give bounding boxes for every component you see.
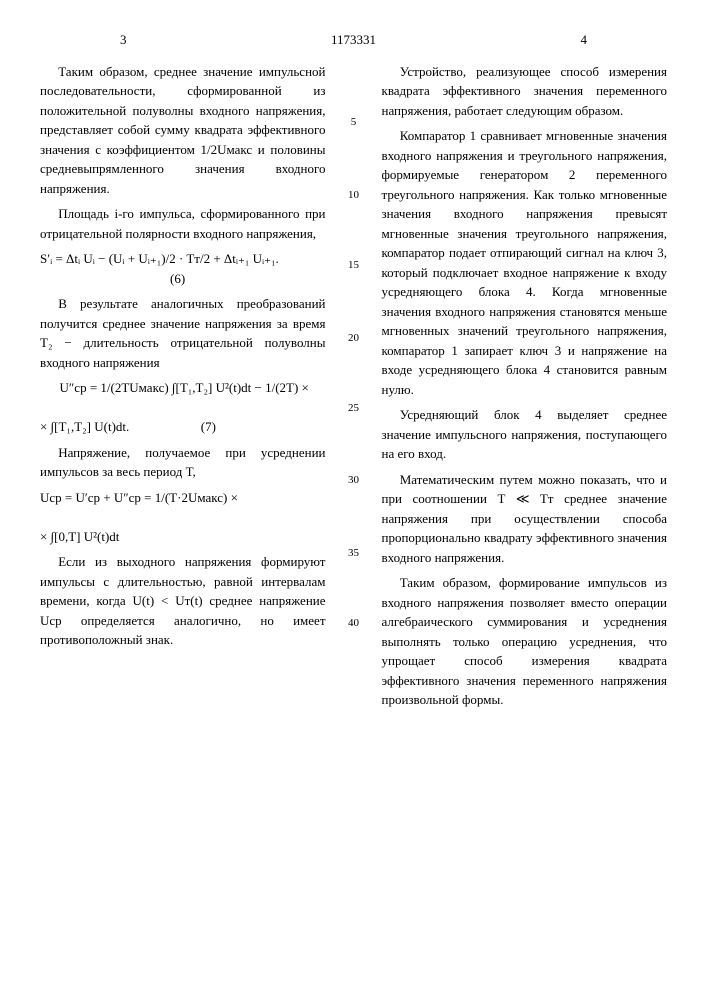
left-column: Таким образом, среднее значение импульсн… <box>40 62 326 716</box>
line-number: 15 <box>348 257 359 274</box>
equation-8: Uср = U′ср + U″ср = 1/(T·2Uмакс) × × ∫[0… <box>40 488 326 547</box>
equation-6: S′ᵢ = Δtᵢ Uᵢ − (Uᵢ + Uᵢ₊₁)/2 · Tт/2 + Δt… <box>40 249 326 288</box>
paragraph: Устройство, реализующее способ измерения… <box>382 62 668 121</box>
paragraph: Усредняющий блок 4 выделяет среднее знач… <box>382 405 668 464</box>
paragraph: Таким образом, формирование импульсов из… <box>382 573 668 710</box>
document-number: 1173331 <box>331 30 376 50</box>
line-number: 35 <box>348 545 359 562</box>
paragraph: Площадь i-го импульса, сформированного п… <box>40 204 326 243</box>
line-number-gutter: 5 10 15 20 25 30 35 40 <box>346 62 362 716</box>
line-number: 10 <box>348 187 359 204</box>
paragraph: Компаратор 1 сравнивает мгновенные значе… <box>382 126 668 399</box>
line-number: 25 <box>348 400 359 417</box>
paragraph: В результате аналогичных преобразований … <box>40 294 326 372</box>
line-number: 20 <box>348 330 359 347</box>
right-column: Устройство, реализующее способ измерения… <box>382 62 668 716</box>
page-number-left: 3 <box>40 30 127 50</box>
page-number-right: 4 <box>581 30 668 50</box>
line-number: 5 <box>351 114 357 131</box>
page-header: 3 1173331 4 <box>40 30 667 50</box>
line-number: 30 <box>348 472 359 489</box>
two-column-layout: Таким образом, среднее значение импульсн… <box>40 62 667 716</box>
paragraph: Напряжение, получаемое при усреднении им… <box>40 443 326 482</box>
paragraph: Если из выходного напряжения формируют и… <box>40 552 326 650</box>
paragraph: Математическим путем можно показать, что… <box>382 470 668 568</box>
line-number: 40 <box>348 615 359 632</box>
paragraph: Таким образом, среднее значение импульсн… <box>40 62 326 199</box>
equation-7: U″ср = 1/(2TUмакс) ∫[T₁,T₂] U²(t)dt − 1/… <box>40 378 326 437</box>
